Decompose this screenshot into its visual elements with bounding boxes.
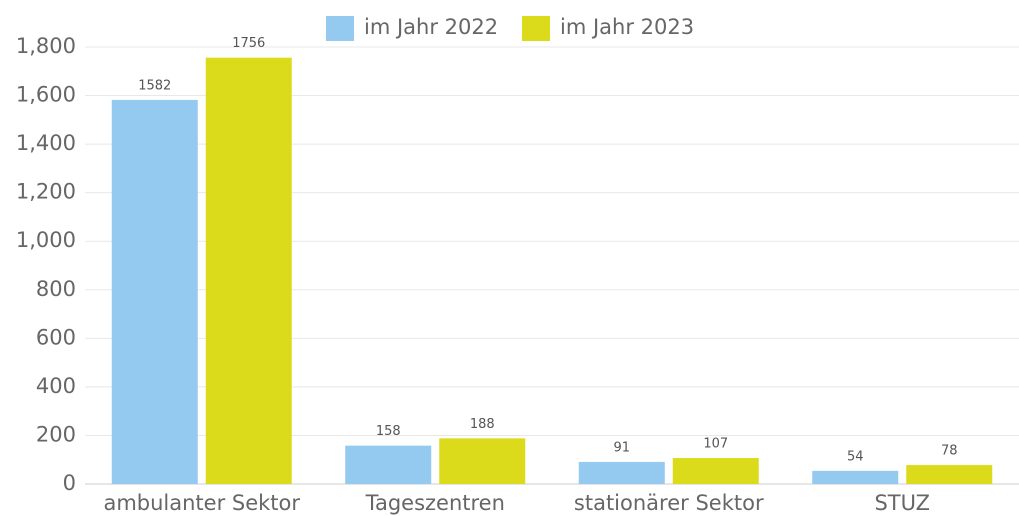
value-label: 158 [376,424,401,439]
y-tick-label: 1,400 [16,131,76,155]
legend-swatch [522,16,550,41]
y-tick-label: 1,800 [16,34,76,58]
y-tick-label: 1,600 [16,83,76,107]
bar [111,99,198,485]
y-tick-label: 1,000 [16,228,76,252]
bar [345,445,432,484]
bar [906,465,993,484]
x-tick-label: ambulanter Sektor [103,491,300,515]
y-tick-label: 200 [36,422,76,446]
y-tick-label: 600 [36,325,76,349]
value-label: 1756 [232,36,265,51]
value-label: 54 [847,449,864,464]
value-label: 188 [470,417,495,432]
x-tick-label: Tageszentren [365,491,505,515]
y-tick-label: 400 [36,374,76,398]
value-label: 91 [613,440,630,455]
bar [672,458,759,484]
legend-label: im Jahr 2023 [560,15,694,39]
value-label: 107 [703,437,728,452]
legend-swatch [326,16,354,41]
x-tick-label: STUZ [874,491,930,515]
x-tick-label: stationärer Sektor [574,491,764,515]
y-tick-label: 1,200 [16,180,76,204]
bar [812,470,899,484]
y-tick-label: 0 [63,471,76,495]
y-tick-label: 800 [36,277,76,301]
bar [439,438,526,484]
value-label: 1582 [138,78,171,93]
bar [578,461,665,484]
bar [205,57,292,484]
value-label: 78 [941,444,958,459]
legend-label: im Jahr 2022 [364,15,498,39]
